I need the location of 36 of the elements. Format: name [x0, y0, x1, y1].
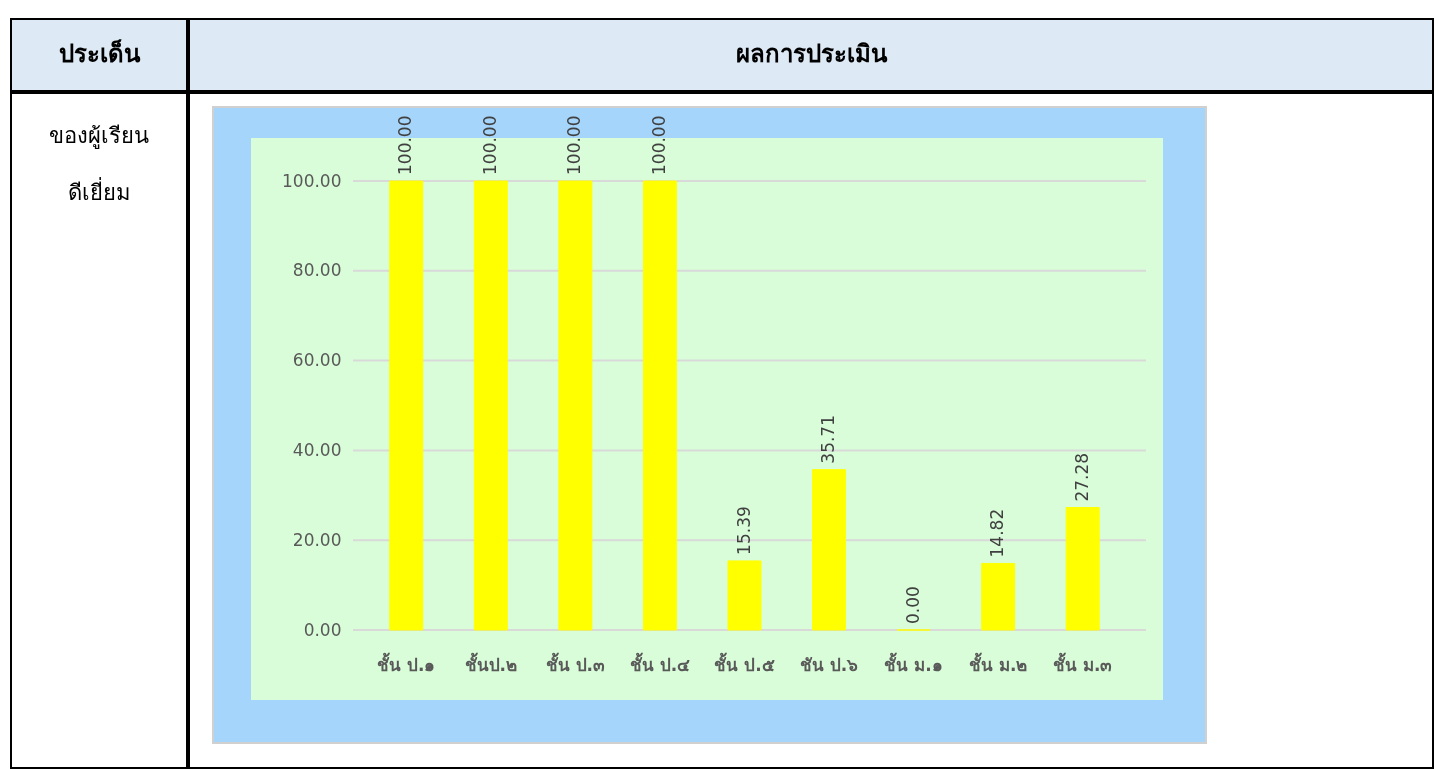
x-tick-label: ชั้น ป.๑ — [377, 651, 436, 675]
y-tick-label: 20.00 — [292, 529, 342, 550]
bar — [389, 180, 424, 631]
data-label: 0.00 — [902, 586, 923, 624]
data-label: 35.71 — [818, 414, 839, 464]
x-tick-label: ชั้น ม.๑ — [884, 651, 943, 675]
y-tick-label: 80.00 — [292, 260, 342, 281]
y-tick-label: 60.00 — [292, 350, 342, 371]
data-label: 27.28 — [1071, 452, 1092, 502]
x-tick-label: ชั้น ม.๓ — [1053, 651, 1113, 675]
text: ประเด็น — [58, 39, 141, 68]
bar — [981, 562, 1016, 631]
x-tick-label: ชั้น ป.๕ — [714, 651, 775, 675]
data-label: 100.00 — [648, 115, 669, 175]
data-label: 100.00 — [479, 115, 500, 175]
bar — [558, 180, 593, 631]
bar — [812, 469, 847, 631]
x-tick-label: ชั้น ม.๒ — [968, 651, 1028, 675]
x-tick-label: ชั้น ป.๓ — [545, 651, 606, 675]
text: ดีเยี่ยม — [67, 177, 131, 205]
bar — [642, 180, 677, 631]
bar — [1065, 507, 1100, 631]
text: ของผู้เรียน — [49, 123, 149, 149]
bar — [473, 180, 508, 631]
data-label: 100.00 — [395, 115, 416, 175]
x-tick-label: ชั้นป.๒ — [464, 651, 518, 675]
y-tick-label: 40.00 — [292, 439, 342, 460]
bar — [727, 560, 762, 631]
x-tick-label: ชัน ป.๖ — [799, 654, 859, 675]
y-tick-label: 100.00 — [282, 170, 342, 191]
data-label: 14.82 — [987, 508, 1008, 558]
x-tick-label: ชั้น ป.๔ — [629, 651, 691, 675]
y-tick-label: 0.00 — [303, 619, 342, 640]
data-label: 100.00 — [564, 115, 585, 175]
data-label: 15.39 — [733, 506, 754, 555]
chart-title: ผลการประเมิน — [735, 40, 888, 68]
